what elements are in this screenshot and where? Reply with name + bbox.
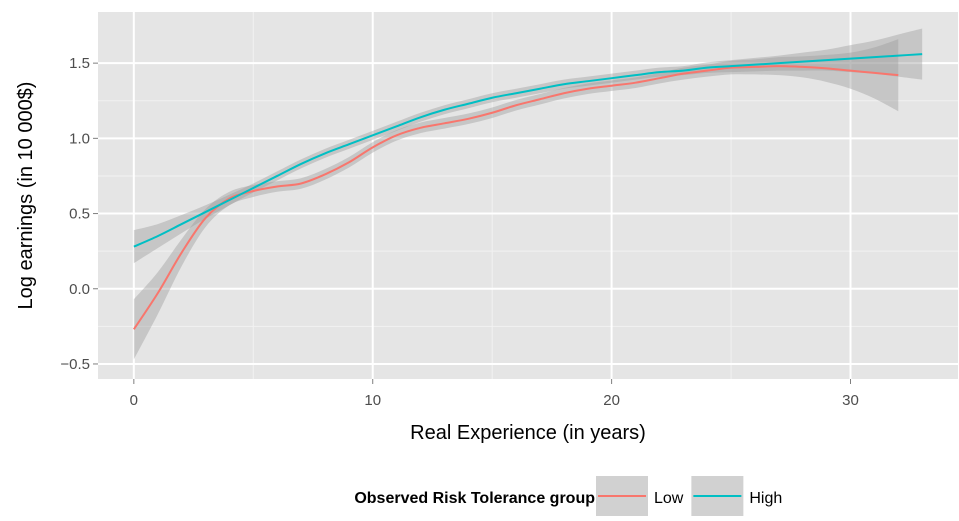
confidence-band-low — [133, 39, 899, 360]
legend-items: Low High — [596, 476, 782, 516]
x-tick-label: 0 — [130, 392, 138, 409]
legend: Observed Risk Tolerance group Low High — [354, 476, 782, 516]
confidence-bands — [133, 28, 923, 360]
major-gridlines — [98, 12, 958, 379]
plot-panel — [98, 12, 958, 379]
legend-label-high: High — [749, 490, 782, 507]
y-tick-label: 0.0 — [69, 281, 90, 298]
y-axis-title: Log earnings (in 10 000$) — [15, 82, 37, 310]
x-tick-label: 30 — [842, 392, 859, 409]
x-tick-label: 10 — [364, 392, 381, 409]
y-tick-label: 0.5 — [69, 206, 90, 223]
y-axis-ticks: −0.5 0.0 0.5 1.0 1.5 — [60, 55, 98, 373]
minor-gridlines — [98, 12, 958, 379]
confidence-band-high — [133, 28, 923, 264]
legend-title: Observed Risk Tolerance group — [354, 490, 595, 507]
y-tick-label: 1.0 — [69, 130, 90, 147]
series-line-high — [133, 53, 923, 248]
x-axis-title: Real Experience (in years) — [410, 422, 646, 444]
y-tick-label: 1.5 — [69, 55, 90, 72]
x-axis-ticks: 0 10 20 30 — [130, 379, 859, 409]
x-tick-label: 20 — [603, 392, 620, 409]
series-line-low — [132, 65, 899, 330]
series-lines — [132, 53, 923, 330]
legend-label-low: Low — [654, 490, 684, 507]
y-tick-label: −0.5 — [60, 356, 90, 373]
